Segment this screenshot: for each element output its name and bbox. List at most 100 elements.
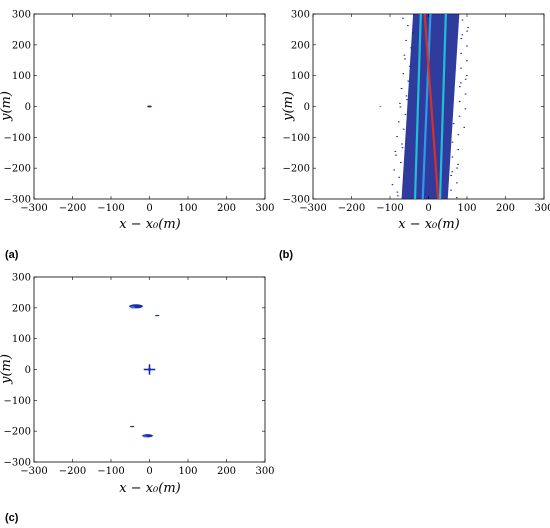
panel-c-blob-highlight [130,426,132,428]
panel-c-marks [129,304,160,438]
panel-a-y-tick-label: 300 [12,10,31,21]
panel-b-band-speckle [401,143,403,145]
panel-b-band-speckle [463,126,466,128]
panel-c-cross-center [148,368,151,371]
panel-c-x-tick-label: 300 [255,466,274,477]
panel-b-band-speckle [406,99,408,101]
panel-b-streak-mark [413,14,422,199]
panel-b-band-speckle [402,128,405,130]
panel-a-y-tick-label: −300 [4,195,31,206]
panel-b-band-speckle [411,32,414,34]
panel-c-y-tick-label: −300 [4,458,31,469]
panel-a-x-tick-label: 300 [255,203,274,214]
panel-c-x-tick-label: 200 [217,466,236,477]
panel-b-band-speckle [405,95,408,97]
panel-b-band-speckle [450,189,452,191]
panel-b-band-speckle [400,88,403,89]
panel-b-x-tick-label: −300 [299,203,326,214]
panel-b-band-speckle [451,141,454,143]
panel-a-y-tick-label: −100 [4,133,31,144]
panel-b-band-speckle [399,102,401,104]
panel-a-x-ticks: −300 −200 −100 0 100 200 300 [20,14,275,214]
panel-b-band-speckle [398,176,400,178]
panel-b-x-tick-label: 300 [534,203,550,214]
panel-b-band-speckle [410,47,412,49]
panel-b-band-speckle [400,162,402,163]
panel-a-plot-area [147,105,152,108]
panel-a-y-axis-label: y(m) [0,91,14,122]
panel-b-band-speckle [460,67,462,69]
panel-c-x-ticks: −300 −200 −100 0 100 200 300 [20,277,275,477]
panel-b-band-speckle [397,121,400,123]
panel-c-blob-highlight [155,315,157,317]
panel-a-x-axis-label: x − x₀(m) [119,217,181,232]
panel-b-band-speckle [457,134,460,136]
panel-b-band-speckle [396,136,398,138]
panel-a-y-tick-label: 100 [12,71,31,82]
panel-b-band-speckle [452,123,455,125]
panel-b-band-speckle [456,167,458,169]
panel-a-x-tick-label: −300 [20,203,47,214]
panel-b-band-speckle [407,25,409,27]
panel-c-y-tick-label: 200 [12,303,31,314]
panel-b-y-tick-label: 300 [291,10,310,21]
panel-b-x-tick-label: 200 [496,203,515,214]
panel-a-y-ticks: 300 200 100 0 −100 −200 −300 [4,10,265,206]
panel-b-marks [379,14,469,199]
panel-b-band-speckle [457,163,459,165]
panel-b-band-speckle [401,147,404,149]
panel-b-band-speckle [466,45,468,47]
panel-b-band-speckle [395,154,397,156]
panel-b-band-speckle [455,197,458,199]
panel-b-y-tick-label: 100 [291,71,310,82]
panel-b-band-speckle [451,156,454,158]
panel-b-band-speckle [403,54,406,56]
panel-b-band-speckle [413,14,415,15]
panel-b-y-axis-label: y(m) [281,91,296,122]
panel-c-x-tick-label: −300 [20,466,47,477]
panel-b-band-speckle [399,106,402,108]
panel-b-y-tick-label: 200 [291,40,310,51]
panel-b-x-tick-label: −200 [338,203,365,214]
panel-b-band-speckle [409,65,411,67]
panel-b-x-tick-label: 100 [457,203,476,214]
panel-c-plot-area [129,304,160,438]
panel-c-x-tick-label: 100 [178,466,197,477]
panel-b-band-speckle [461,34,464,36]
panel-b-band-speckle [467,26,469,28]
panel-b-y-tick-label: 0 [304,102,310,113]
panel-b-band-speckle [466,30,468,32]
panel-b-band-speckle [391,184,394,186]
panel-b-band-speckle [460,82,462,84]
panel-a-label: (a) [5,249,19,261]
panel-c-x-axis-label: x − x₀(m) [119,481,181,496]
panel-b-y-tick-label: −200 [283,164,310,175]
panel-b-band-speckle [402,73,405,75]
panel-a-marks [147,105,152,108]
panel-b-streak-mark [438,14,447,199]
panel-b-band-speckle [461,19,464,21]
panel-b-band-speckle [464,93,467,95]
panel-b-band-speckle [407,80,410,82]
panel-c-y-tick-label: 300 [12,273,31,284]
panel-a-x-tick-label: 200 [217,203,236,214]
panel-c-x-tick-label: −200 [59,466,86,477]
panel-c-x-tick-label: −100 [97,466,124,477]
panel-b-y-ticks: 300 200 100 0 −100 −200 −300 [283,10,544,206]
panel-b-band-speckle [465,75,468,77]
panel-b-band-speckle [459,86,461,88]
panel-c: −300 −200 −100 0 100 200 300 300 200 100 0 −100 −20… [0,273,275,525]
panel-b-band-speckle [458,100,461,102]
panel-c-y-ticks: 300 200 100 0 −100 −200 −300 [4,273,265,469]
panel-c-y-tick-label: −200 [4,427,31,438]
panel-b-plot-area [379,14,469,199]
panel-b-x-tick-label: 0 [425,203,431,214]
panel-b-band-speckle [451,171,454,173]
panel-b-band-speckle [460,52,462,54]
panel-a-point-mark [147,105,152,108]
panel-c-blob-highlight [130,305,135,309]
panel-a-x-tick-label: 100 [178,203,197,214]
panel-b-x-axis-label: x − x₀(m) [398,217,460,232]
panel-b-band-speckle [466,60,468,62]
panel-b-band-speckle [464,108,467,110]
